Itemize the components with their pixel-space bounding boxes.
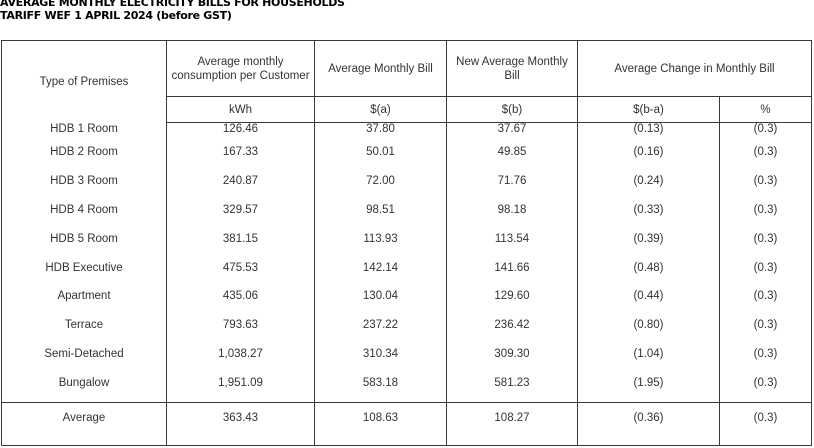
cell-consumption: 475.53 bbox=[166, 257, 315, 287]
cell-change-pct: (0.3) bbox=[719, 199, 812, 229]
cell-change-pct: (0.3) bbox=[719, 228, 812, 258]
cell-avg-bill: 237.22 bbox=[314, 315, 447, 345]
unit-avg-bill: $(a) bbox=[314, 96, 447, 123]
header-row: Type of Premises Average monthly consump… bbox=[1, 40, 812, 123]
average-row: Average 363.43 108.63 108.27 (0.36) (0.3… bbox=[1, 401, 812, 446]
cell-premises: HDB 3 Room bbox=[1, 170, 167, 200]
cell-change-pct: (0.3) bbox=[719, 286, 812, 316]
cell-change-abs: (1.95) bbox=[577, 373, 720, 403]
cell-avg-bill: 50.01 bbox=[314, 142, 447, 171]
cell-new-bill: 141.66 bbox=[446, 257, 578, 287]
cell-avg-bill: 310.34 bbox=[314, 344, 447, 374]
cell-consumption: 435.06 bbox=[166, 286, 315, 316]
table-row: Apartment 435.06 130.04 129.60 (0.44) (0.3) bbox=[1, 286, 812, 316]
cell-new-bill: 37.67 bbox=[446, 122, 578, 142]
cell-avg-bill: 130.04 bbox=[314, 286, 447, 316]
cell-consumption: 126.46 bbox=[166, 122, 315, 142]
cell-avg-bill: 142.14 bbox=[314, 257, 447, 287]
cell-consumption: 167.33 bbox=[166, 142, 315, 171]
title-line-2: TARIFF WEF 1 APRIL 2024 (before GST) bbox=[0, 9, 232, 22]
cell-premises: HDB 5 Room bbox=[1, 228, 167, 258]
cell-change-abs: (0.39) bbox=[577, 228, 720, 258]
header-premises: Type of Premises bbox=[1, 40, 167, 123]
cell-new-bill: 309.30 bbox=[446, 344, 578, 374]
cell-premises: Apartment bbox=[1, 286, 167, 316]
cell-consumption: 363.43 bbox=[166, 401, 315, 446]
cell-change-pct: (0.3) bbox=[719, 142, 812, 171]
cell-new-bill: 113.54 bbox=[446, 228, 578, 258]
cell-new-bill: 236.42 bbox=[446, 315, 578, 345]
cell-avg-bill: 108.63 bbox=[314, 401, 447, 446]
table-row: Semi-Detached 1,038.27 310.34 309.30 (1.04)(… bbox=[1, 344, 812, 374]
cell-change-pct: (0.3) bbox=[719, 170, 812, 200]
table-row: Terrace 793.63 237.22 236.42 (0.80) (0.3) bbox=[1, 315, 812, 345]
cell-change-pct: (0.3) bbox=[719, 257, 812, 287]
cell-new-bill: 581.23 bbox=[446, 373, 578, 403]
cell-premises: HDB Executive bbox=[1, 257, 167, 287]
cell-change-abs: (0.36) bbox=[577, 401, 720, 446]
cell-change-abs: (0.80) bbox=[577, 315, 720, 345]
cell-premises: HDB 2 Room bbox=[1, 142, 167, 171]
cell-consumption: 329.57 bbox=[166, 199, 315, 229]
header-avg-bill: Average Monthly Bill bbox=[314, 40, 447, 97]
cell-change-abs: (0.33) bbox=[577, 199, 720, 229]
cell-new-bill: 129.60 bbox=[446, 286, 578, 316]
cell-new-bill: 98.18 bbox=[446, 199, 578, 229]
cell-premises: Bungalow bbox=[1, 373, 167, 403]
cell-change-pct: (0.3) bbox=[719, 122, 812, 142]
cell-change-pct: (0.3) bbox=[719, 373, 812, 403]
data-rows: HDB 1 Room 126.46 37.80 37.67 (0.13) (0.3) HDB… bbox=[1, 122, 812, 403]
table-row: HDB 3 Room 240.87 72.00 71.76 (0.24) (0.3) bbox=[1, 170, 812, 200]
cell-new-bill: 108.27 bbox=[446, 401, 578, 446]
cell-change-pct: (0.3) bbox=[719, 344, 812, 374]
header-new-bill: New Average Monthly Bill bbox=[446, 40, 578, 97]
table-row: HDB 1 Room 126.46 37.80 37.67 (0.13) (0.3) bbox=[1, 122, 812, 142]
cell-avg-bill: 72.00 bbox=[314, 170, 447, 200]
cell-change-abs: (0.44) bbox=[577, 286, 720, 316]
cell-premises: HDB 1 Room bbox=[1, 122, 167, 142]
cell-consumption: 793.63 bbox=[166, 315, 315, 345]
cell-premises: HDB 4 Room bbox=[1, 199, 167, 229]
table-row: HDB 5 Room 381.15 113.93 113.54 (0.39) (0.3) bbox=[1, 228, 812, 258]
cell-change-abs: (0.24) bbox=[577, 170, 720, 200]
table-row: HDB 4 Room 329.57 98.51 98.18 (0.33) (0.3) bbox=[1, 199, 812, 229]
page-heading: AVERAGE MONTHLY ELECTRICITY BILLS FOR HO… bbox=[0, 0, 345, 22]
cell-premises: Semi-Detached bbox=[1, 344, 167, 374]
cell-avg-bill: 113.93 bbox=[314, 228, 447, 258]
table-row: HDB Executive 475.53 142.14 141.66 (0.48) (0.… bbox=[1, 257, 812, 287]
cell-premises: Terrace bbox=[1, 315, 167, 345]
cell-new-bill: 71.76 bbox=[446, 170, 578, 200]
cell-new-bill: 49.85 bbox=[446, 142, 578, 171]
cell-consumption: 1,951.09 bbox=[166, 373, 315, 403]
cell-change-abs: (1.04) bbox=[577, 344, 720, 374]
unit-change-pct: % bbox=[719, 96, 812, 123]
cell-change-pct: (0.3) bbox=[719, 315, 812, 345]
cell-avg-bill: 98.51 bbox=[314, 199, 447, 229]
cell-consumption: 240.87 bbox=[166, 170, 315, 200]
units-row: kWh $(a) $(b) $(b-a) % bbox=[2, 96, 812, 123]
cell-avg-bill: 583.18 bbox=[314, 373, 447, 403]
cell-avg-bill: 37.80 bbox=[314, 122, 447, 142]
table-row: Bungalow 1,951.09 583.18 581.23 (1.95) (0.3) bbox=[1, 373, 812, 403]
cell-change-pct: (0.3) bbox=[719, 401, 812, 446]
cell-consumption: 381.15 bbox=[166, 228, 315, 258]
cell-consumption: 1,038.27 bbox=[166, 344, 315, 374]
cell-change-abs: (0.48) bbox=[577, 257, 720, 287]
unit-change-abs: $(b-a) bbox=[577, 96, 720, 123]
cell-change-abs: (0.13) bbox=[577, 122, 720, 142]
table-row: HDB 2 Room 167.33 50.01 49.85 (0.16) (0.3) bbox=[1, 142, 812, 171]
unit-new-bill: $(b) bbox=[446, 96, 578, 123]
header-change: Average Change in Monthly Bill bbox=[577, 40, 812, 97]
electricity-bills-table: Type of Premises Average monthly consump… bbox=[1, 40, 812, 446]
unit-consumption: kWh bbox=[166, 96, 315, 123]
cell-premises: Average bbox=[1, 401, 167, 446]
title-line-1: AVERAGE MONTHLY ELECTRICITY BILLS FOR HO… bbox=[0, 0, 345, 9]
header-consumption: Average monthly consumption per Customer bbox=[166, 40, 315, 97]
cell-change-abs: (0.16) bbox=[577, 142, 720, 171]
